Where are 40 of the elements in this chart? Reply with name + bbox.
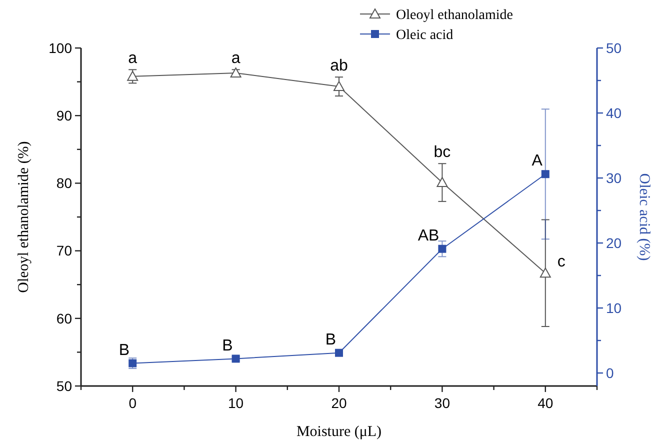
annotation: bc <box>434 144 451 162</box>
annotation: B <box>118 342 130 359</box>
y2-tick-label: 20 <box>606 234 622 251</box>
y2-tick-label: 10 <box>606 300 622 316</box>
y-tick-label: 50 <box>56 378 72 394</box>
point <box>540 268 551 278</box>
annotation: a <box>128 50 138 68</box>
y-tick-label: 60 <box>56 310 72 326</box>
legend-label: Oleic acid <box>396 28 454 43</box>
y2-tick-label: 0 <box>606 364 614 381</box>
legend-label: Oleoyl ethanolamide <box>396 8 514 23</box>
y-tick-label: 90 <box>56 108 72 124</box>
y-tick-label: 100 <box>48 40 72 56</box>
y2-tick-label: 50 <box>606 40 622 56</box>
y2-tick-label: 40 <box>606 104 622 121</box>
y2-tick-label: 30 <box>606 170 622 186</box>
annotation: B <box>325 331 336 348</box>
annotation: B <box>222 337 233 354</box>
point <box>334 81 344 92</box>
point <box>127 70 138 81</box>
point <box>230 68 242 78</box>
annotation: c <box>557 254 566 271</box>
point <box>438 244 446 253</box>
x-tick-label: 20 <box>331 395 347 411</box>
point <box>541 170 550 178</box>
x-tick-label: 0 <box>128 395 137 411</box>
x-tick-label: 30 <box>434 395 450 411</box>
point <box>436 177 448 188</box>
point <box>335 348 343 357</box>
annotation: A <box>532 152 543 170</box>
annotation: ab <box>330 58 348 75</box>
y-tick-label: 80 <box>56 175 72 192</box>
x-axis-title: Moisture (μL) <box>296 424 382 440</box>
y-axis-title: Oleoyl ethanolamide (%) <box>16 141 32 293</box>
annotation: a <box>231 50 240 68</box>
y-tick-label: 70 <box>56 242 72 259</box>
y2-axis-title: Oleic acid (%) <box>636 173 652 261</box>
x-tick-label: 40 <box>538 395 554 411</box>
annotation: AB <box>418 227 440 244</box>
x-tick-label: 10 <box>228 395 244 411</box>
